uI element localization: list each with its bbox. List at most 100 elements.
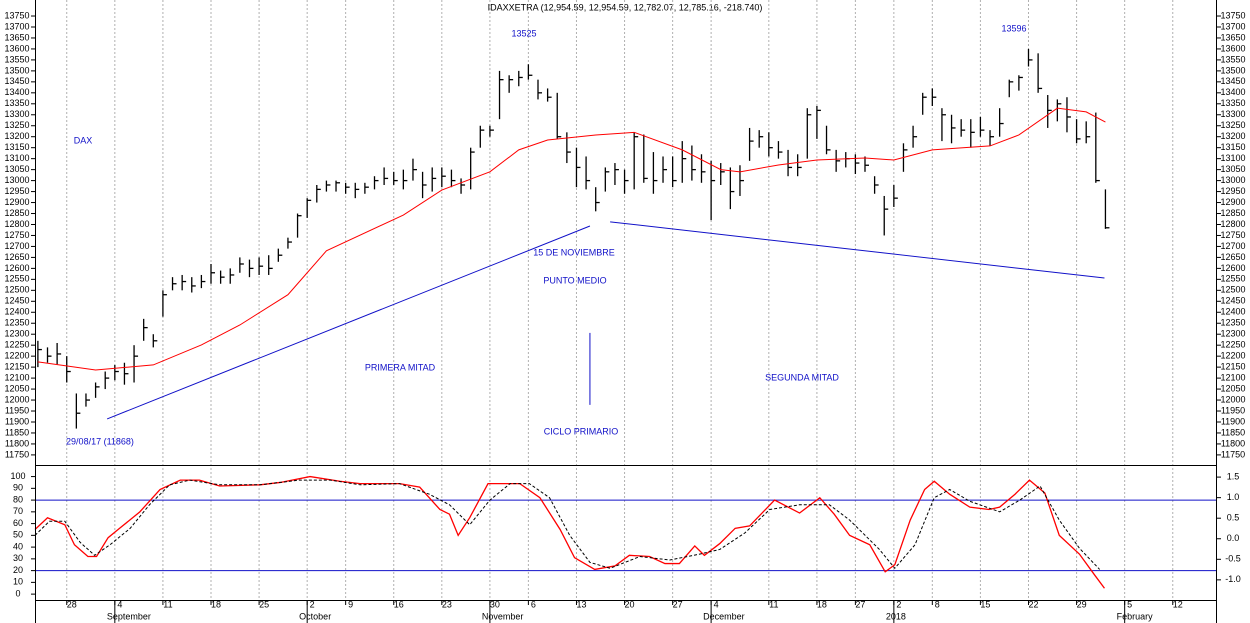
y-tick-label-right: 13300 [1220, 109, 1245, 119]
y-tick-label: 11900 [5, 416, 29, 426]
moving-average [37, 107, 1106, 371]
y-tick-label: 12750 [4, 230, 29, 240]
y-tick-label-right: 12700 [1220, 241, 1245, 251]
x-tick-label: 16 [394, 599, 404, 609]
x-tick-label: 20 [625, 599, 635, 609]
y-tick-label: 11800 [5, 438, 29, 448]
y-tick-label-right: 13600 [1220, 43, 1245, 53]
x-tick-label: 4 [117, 599, 122, 609]
oscillator-line [34, 479, 1101, 570]
y-tick-label: 12600 [4, 263, 29, 273]
month-label: September [107, 611, 151, 621]
y-tick-label-right: 11950 [1221, 405, 1245, 415]
y-tick-label: 13050 [4, 164, 29, 174]
y-tick-label: 12350 [4, 318, 29, 328]
month-label: December [703, 611, 745, 621]
x-tick-label: 11 [163, 599, 172, 609]
month-label: 2018 [886, 611, 906, 621]
y-tick-label-right: 12300 [1220, 329, 1245, 339]
y-tick-label: 12650 [4, 252, 29, 262]
y-tick-label: 13100 [4, 153, 29, 163]
annotation: CICLO PRIMARIO [544, 426, 619, 436]
y-tick-label: 13650 [4, 32, 29, 42]
y-tick-label: 70 [13, 506, 23, 516]
y-tick-label: 13200 [4, 131, 29, 141]
y-tick-label-right: 11900 [1221, 416, 1245, 426]
y-tick-label-right: 12850 [1220, 208, 1245, 218]
y-tick-label-right: 12350 [1220, 318, 1245, 328]
x-tick-label: 23 [442, 599, 452, 609]
y-tick-label: 13000 [4, 175, 29, 185]
y2-tick-label: -1.0 [1225, 574, 1241, 584]
y-tick-label: 12400 [4, 307, 29, 317]
y-tick-label: 13300 [4, 109, 29, 119]
x-tick-label: 15 [980, 599, 990, 609]
x-tick-label: 27 [855, 599, 865, 609]
y-tick-label: 12200 [4, 351, 29, 361]
y-tick-label: 13150 [4, 142, 29, 152]
y-tick-label: 13750 [4, 10, 29, 20]
y-tick-label-right: 13150 [1220, 142, 1245, 152]
y-tick-label: 12850 [4, 208, 29, 218]
y-tick-label: 13400 [4, 87, 29, 97]
y-tick-label: 12700 [4, 241, 29, 251]
y-tick-label: 12000 [4, 394, 29, 404]
x-tick-label: 30 [490, 599, 500, 609]
trend-line [610, 221, 1105, 279]
chart-title: IDAXXETRA (12,954.59, 12,954.59, 12,782.… [488, 2, 763, 12]
x-tick-label: 11 [769, 599, 778, 609]
y2-tick-label: 0.5 [1227, 513, 1240, 523]
y-tick-label: 20 [13, 565, 23, 575]
y-tick-label-right: 11750 [1221, 449, 1245, 459]
y-tick-label: 13250 [4, 120, 29, 130]
x-tick-label: 6 [531, 599, 536, 609]
annotation: 15 DE NOVIEMBRE [533, 247, 615, 257]
annotation: PUNTO MEDIO [543, 275, 606, 285]
annotation: 13596 [1001, 23, 1026, 33]
x-tick-label: 2 [310, 599, 315, 609]
y-tick-label-right: 12750 [1220, 230, 1245, 240]
oscillator-line [34, 475, 1105, 589]
y-tick-label-right: 12400 [1220, 307, 1245, 317]
annotation: DAX [74, 135, 93, 145]
month-label: February [1117, 611, 1154, 621]
x-tick-label: 4 [714, 599, 719, 609]
x-tick-label: 25 [259, 599, 269, 609]
x-tick-label: 29 [1077, 599, 1087, 609]
y2-tick-label: 0.0 [1227, 533, 1240, 543]
y-tick-label: 12900 [4, 197, 29, 207]
y-tick-label: 11950 [5, 405, 29, 415]
y-tick-label: 60 [13, 518, 23, 528]
y-tick-label-right: 12600 [1220, 263, 1245, 273]
y-tick-label-right: 11850 [1221, 427, 1245, 437]
y-tick-label: 40 [13, 541, 23, 551]
x-tick-label: 27 [673, 599, 683, 609]
y-tick-label-right: 12050 [1220, 383, 1245, 393]
y-tick-label: 12550 [4, 274, 29, 284]
y-tick-label: 10 [13, 577, 23, 587]
frame [35, 0, 1217, 623]
y-tick-label-right: 13050 [1220, 164, 1245, 174]
x-tick-label: 5 [1127, 599, 1132, 609]
y-tick-label: 80 [13, 494, 23, 504]
y-tick-label: 13600 [4, 43, 29, 53]
y-tick-label: 13450 [4, 76, 29, 86]
y-tick-label-right: 12000 [1220, 394, 1245, 404]
y-tick-label-right: 12100 [1220, 372, 1245, 382]
x-tick-label: 2 [896, 599, 901, 609]
y2-tick-label: -0.5 [1225, 554, 1241, 564]
x-tick-label: 28 [67, 599, 77, 609]
y-tick-label-right: 13350 [1220, 98, 1245, 108]
y-tick-label-right: 13100 [1220, 153, 1245, 163]
x-tick-label: 9 [348, 599, 353, 609]
y-tick-label: 13700 [4, 21, 29, 31]
y-tick-label: 100 [10, 471, 25, 481]
month-label: November [482, 611, 524, 621]
y-tick-label: 11750 [5, 449, 29, 459]
y-tick-label-right: 13250 [1220, 120, 1245, 130]
y-tick-label-right: 12450 [1220, 296, 1245, 306]
x-tick-label: 12 [1173, 599, 1183, 609]
y-tick-label: 50 [13, 530, 23, 540]
